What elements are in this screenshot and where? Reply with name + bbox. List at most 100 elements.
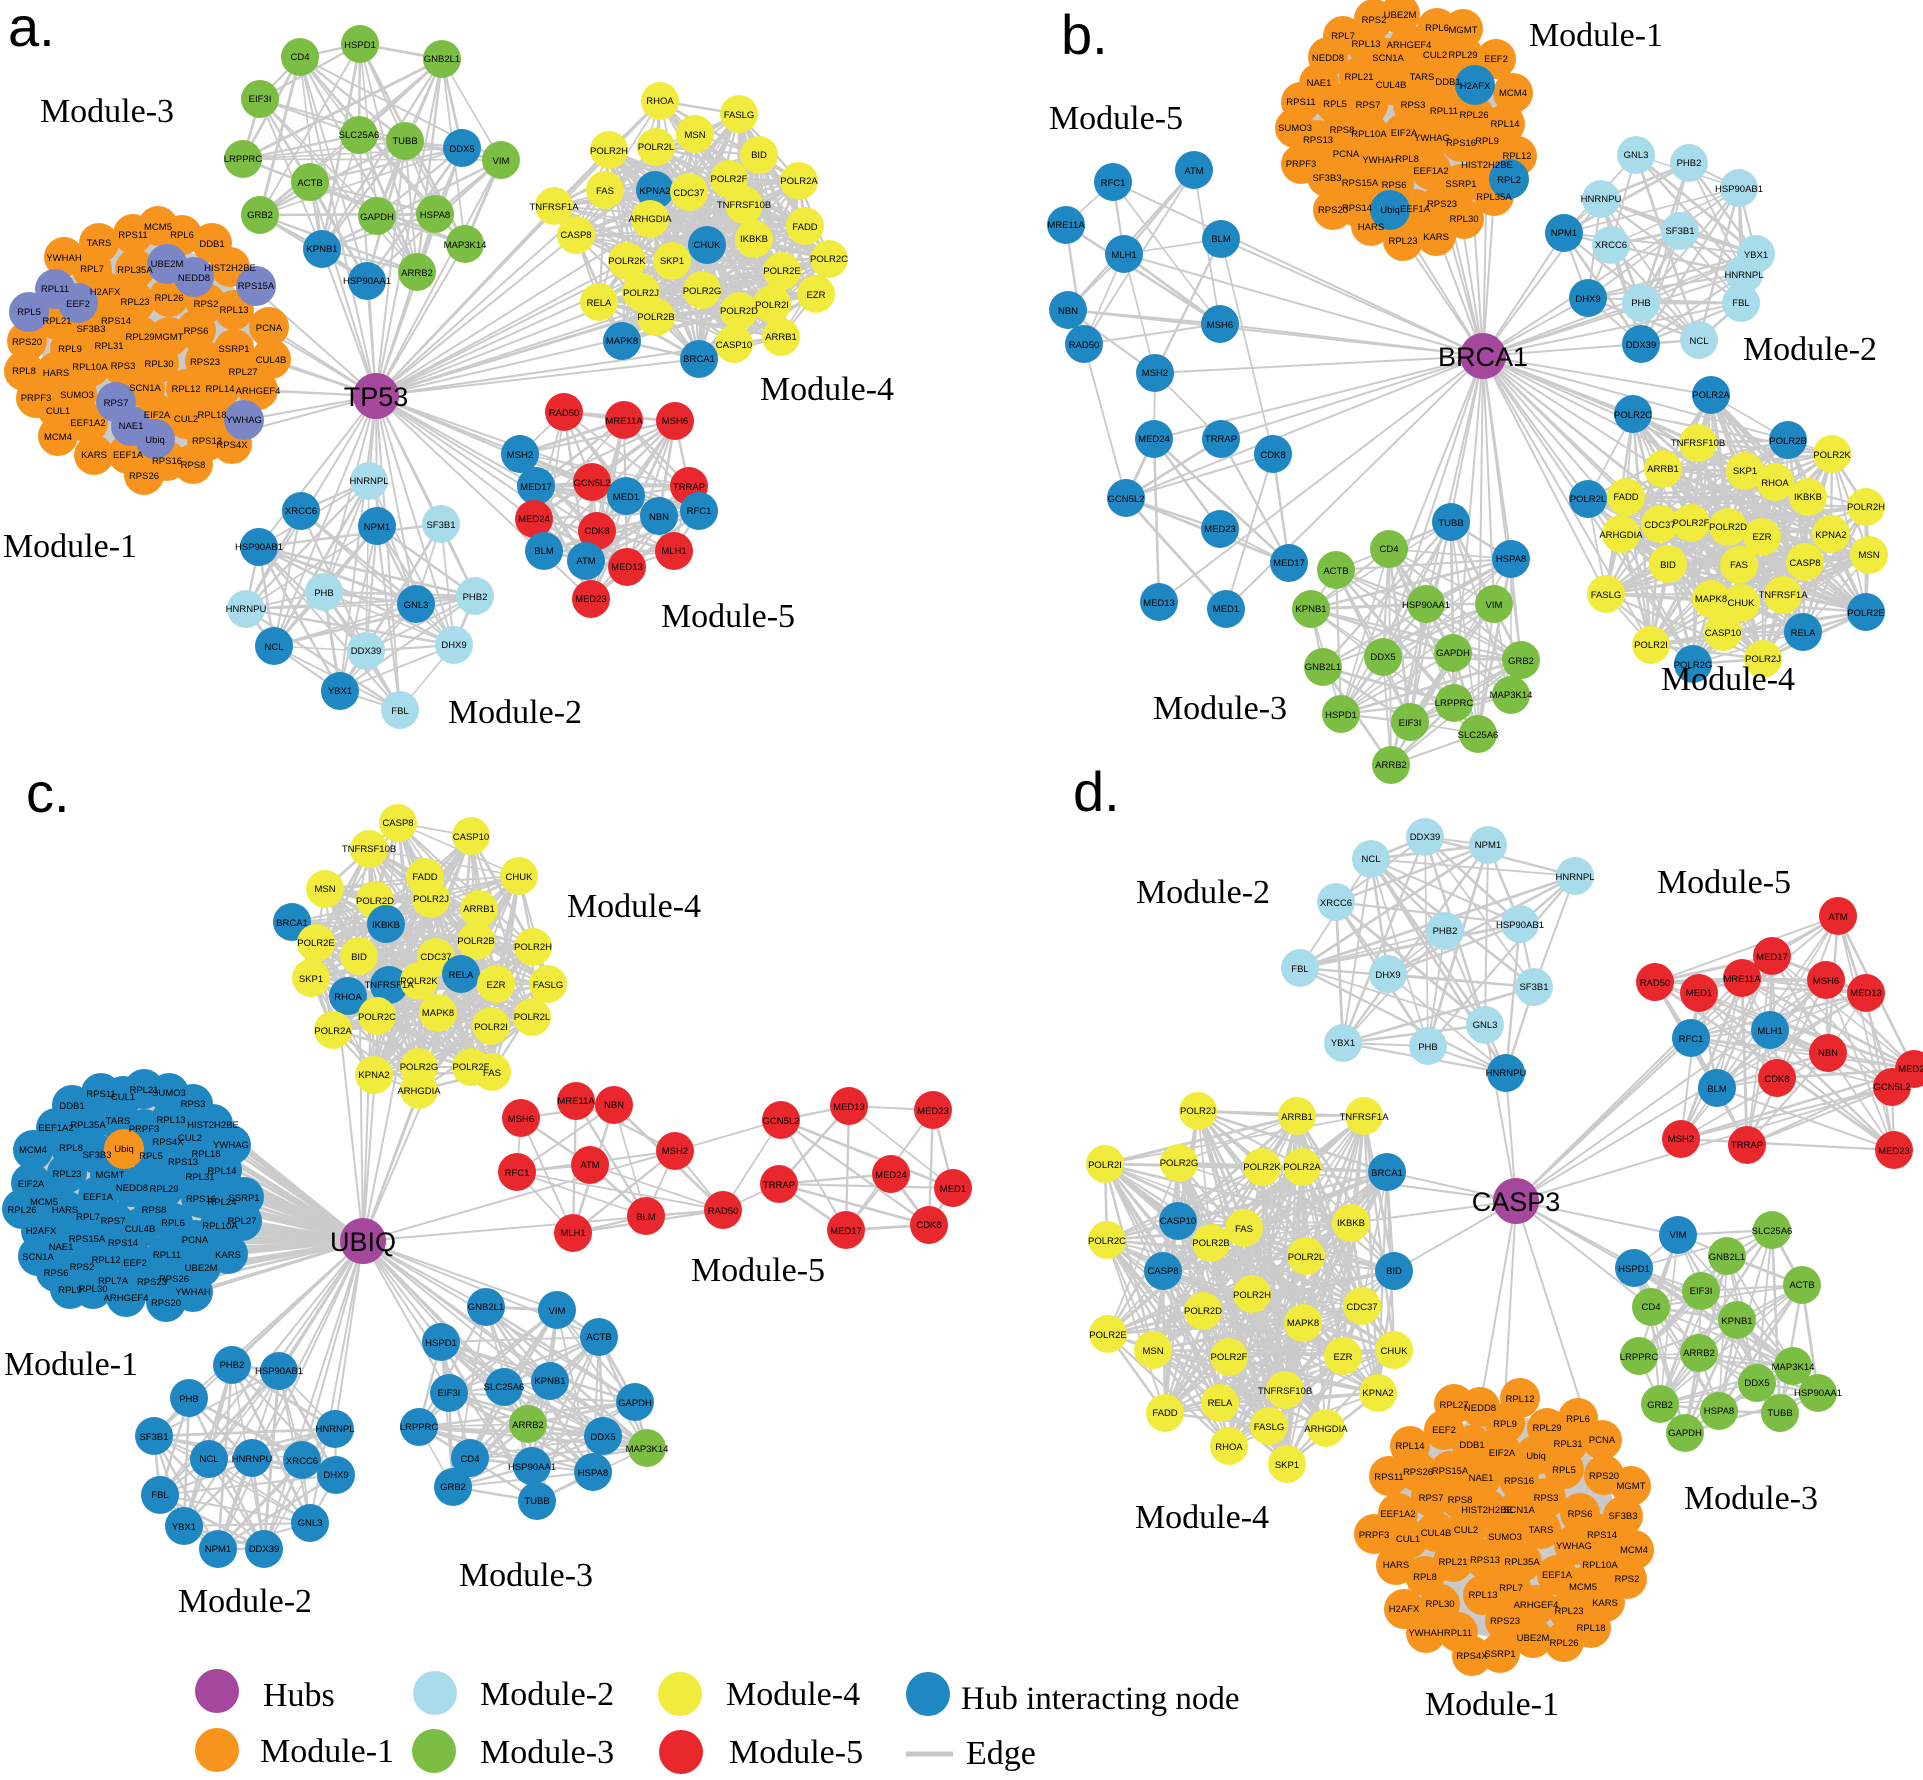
svg-text:RPS23: RPS23 [1427,199,1457,210]
svg-text:GCN5L2: GCN5L2 [763,1116,800,1127]
svg-text:EIF2A: EIF2A [144,410,171,421]
svg-text:EEF1A: EEF1A [113,450,144,461]
svg-text:GCN5L2: GCN5L2 [1874,1082,1911,1093]
svg-text:TNFRSF10B: TNFRSF10B [1258,1386,1312,1397]
svg-text:POLR2C: POLR2C [358,1012,396,1023]
svg-text:PHB: PHB [1418,1042,1438,1053]
svg-text:IKBKB: IKBKB [1794,492,1822,503]
svg-text:NAE1: NAE1 [49,1242,74,1253]
svg-text:RPS16: RPS16 [1504,1476,1534,1487]
svg-text:b.: b. [1061,3,1108,66]
svg-text:BRCA1: BRCA1 [683,354,715,365]
svg-text:KPNB1: KPNB1 [1295,604,1326,615]
svg-text:GRB2: GRB2 [1508,656,1534,667]
svg-text:POLR2J: POLR2J [413,894,449,905]
svg-text:POLR2D: POLR2D [1184,1306,1222,1317]
svg-text:EEF1A2: EEF1A2 [70,418,105,429]
svg-text:Module-2: Module-2 [1136,874,1270,911]
svg-text:POLR2F: POLR2F [453,1062,490,1073]
svg-text:YWHAH: YWHAH [175,1287,211,1298]
svg-text:Module-2: Module-2 [178,1583,312,1620]
svg-text:MSH6: MSH6 [1207,320,1233,331]
svg-text:SKP1: SKP1 [1733,466,1757,477]
svg-text:EZR: EZR [1334,1352,1353,1363]
svg-text:EEF1A2: EEF1A2 [38,1123,73,1134]
svg-text:NPM1: NPM1 [364,522,390,533]
svg-text:BID: BID [751,150,767,161]
svg-text:XRCC6: XRCC6 [1595,240,1627,251]
svg-text:GCN5L2: GCN5L2 [574,478,611,489]
svg-text:POLR2G: POLR2G [400,1062,439,1073]
svg-text:RPS2: RPS2 [70,1262,95,1273]
svg-text:MAP3K14: MAP3K14 [1772,1362,1815,1373]
svg-text:POLR2B: POLR2B [457,936,495,947]
svg-text:RPL10A: RPL10A [1582,1560,1618,1571]
svg-text:SCN1A: SCN1A [22,1252,54,1263]
svg-text:RPS14: RPS14 [101,316,131,327]
svg-text:BID: BID [1386,1266,1402,1277]
svg-text:MED1: MED1 [1213,604,1239,615]
svg-text:RPL21: RPL21 [129,1085,158,1096]
svg-text:UBE2M: UBE2M [185,1263,218,1274]
svg-text:MED13: MED13 [1143,598,1175,609]
svg-text:Module-2: Module-2 [1743,331,1877,368]
svg-text:FADD: FADD [412,872,437,883]
svg-text:HNRNPU: HNRNPU [1486,1068,1527,1079]
svg-text:ARHGDIA: ARHGDIA [1304,1424,1348,1435]
svg-text:Ubiq: Ubiq [1380,205,1400,216]
svg-text:POLR2D: POLR2D [356,896,394,907]
svg-text:RPS7: RPS7 [101,1216,126,1227]
svg-text:UBE2M: UBE2M [1517,1633,1550,1644]
svg-text:POLR2H: POLR2H [590,146,628,157]
svg-text:RPS14: RPS14 [1587,1530,1617,1541]
svg-text:GCN5L2: GCN5L2 [1108,494,1145,505]
svg-text:SKP1: SKP1 [660,256,684,267]
svg-text:NAE1: NAE1 [119,421,144,432]
svg-text:MED17: MED17 [520,482,552,493]
svg-text:SUMO3: SUMO3 [1278,123,1312,134]
svg-text:SCN1A: SCN1A [1372,53,1404,64]
svg-text:RPL14: RPL14 [207,1166,236,1177]
svg-text:TARS: TARS [106,1116,131,1127]
svg-text:RPS11: RPS11 [1286,97,1315,108]
svg-text:ATM: ATM [580,1160,599,1171]
svg-text:RPL21: RPL21 [1344,72,1373,83]
svg-text:POLR2H: POLR2H [514,942,552,953]
svg-text:RPS8: RPS8 [1330,125,1355,136]
svg-text:EEF1A: EEF1A [1400,204,1431,215]
svg-text:MED24: MED24 [875,1170,907,1181]
svg-text:TNFRSF1A: TNFRSF1A [1758,590,1808,601]
svg-text:CASP8: CASP8 [560,230,591,241]
svg-text:RPS2: RPS2 [194,299,219,310]
svg-text:HSP90AB1: HSP90AB1 [1496,920,1544,931]
svg-text:RAD50: RAD50 [708,1206,739,1217]
svg-text:ARRB2: ARRB2 [512,1420,544,1431]
svg-text:GNL3: GNL3 [404,600,429,611]
svg-text:BLM: BLM [1707,1084,1727,1095]
svg-text:RPS8: RPS8 [181,460,206,471]
svg-text:RPL29: RPL29 [1448,50,1477,61]
svg-text:LRPPRC: LRPPRC [224,154,263,165]
svg-text:RPL5: RPL5 [17,307,41,318]
svg-text:EEF1A2: EEF1A2 [1413,166,1448,177]
svg-text:POLR2L: POLR2L [1570,494,1606,505]
svg-text:Module-5: Module-5 [729,1734,863,1771]
svg-text:VIM: VIM [549,1306,566,1317]
svg-text:RPS4X: RPS4X [152,1137,184,1148]
svg-text:POLR2D: POLR2D [720,306,758,317]
svg-text:MLH1: MLH1 [661,546,686,557]
svg-text:CASP10: CASP10 [453,832,489,843]
svg-text:NCL: NCL [1361,854,1380,865]
svg-text:BLM: BLM [1211,234,1231,245]
svg-text:LRPPRC: LRPPRC [1435,698,1474,709]
svg-text:IKBKB: IKBKB [740,234,768,245]
svg-text:RELA: RELA [1791,628,1816,639]
svg-text:PRPF3: PRPF3 [1286,159,1317,170]
svg-text:YWHAH: YWHAH [1362,155,1398,166]
svg-text:RPS20: RPS20 [1589,1471,1619,1482]
svg-text:TRRAP: TRRAP [1205,434,1237,445]
svg-text:HNRNPL: HNRNPL [349,476,388,487]
svg-text:GNL3: GNL3 [298,1518,323,1529]
svg-text:FASLG: FASLG [1254,1422,1285,1433]
svg-text:RHOA: RHOA [1761,478,1789,489]
